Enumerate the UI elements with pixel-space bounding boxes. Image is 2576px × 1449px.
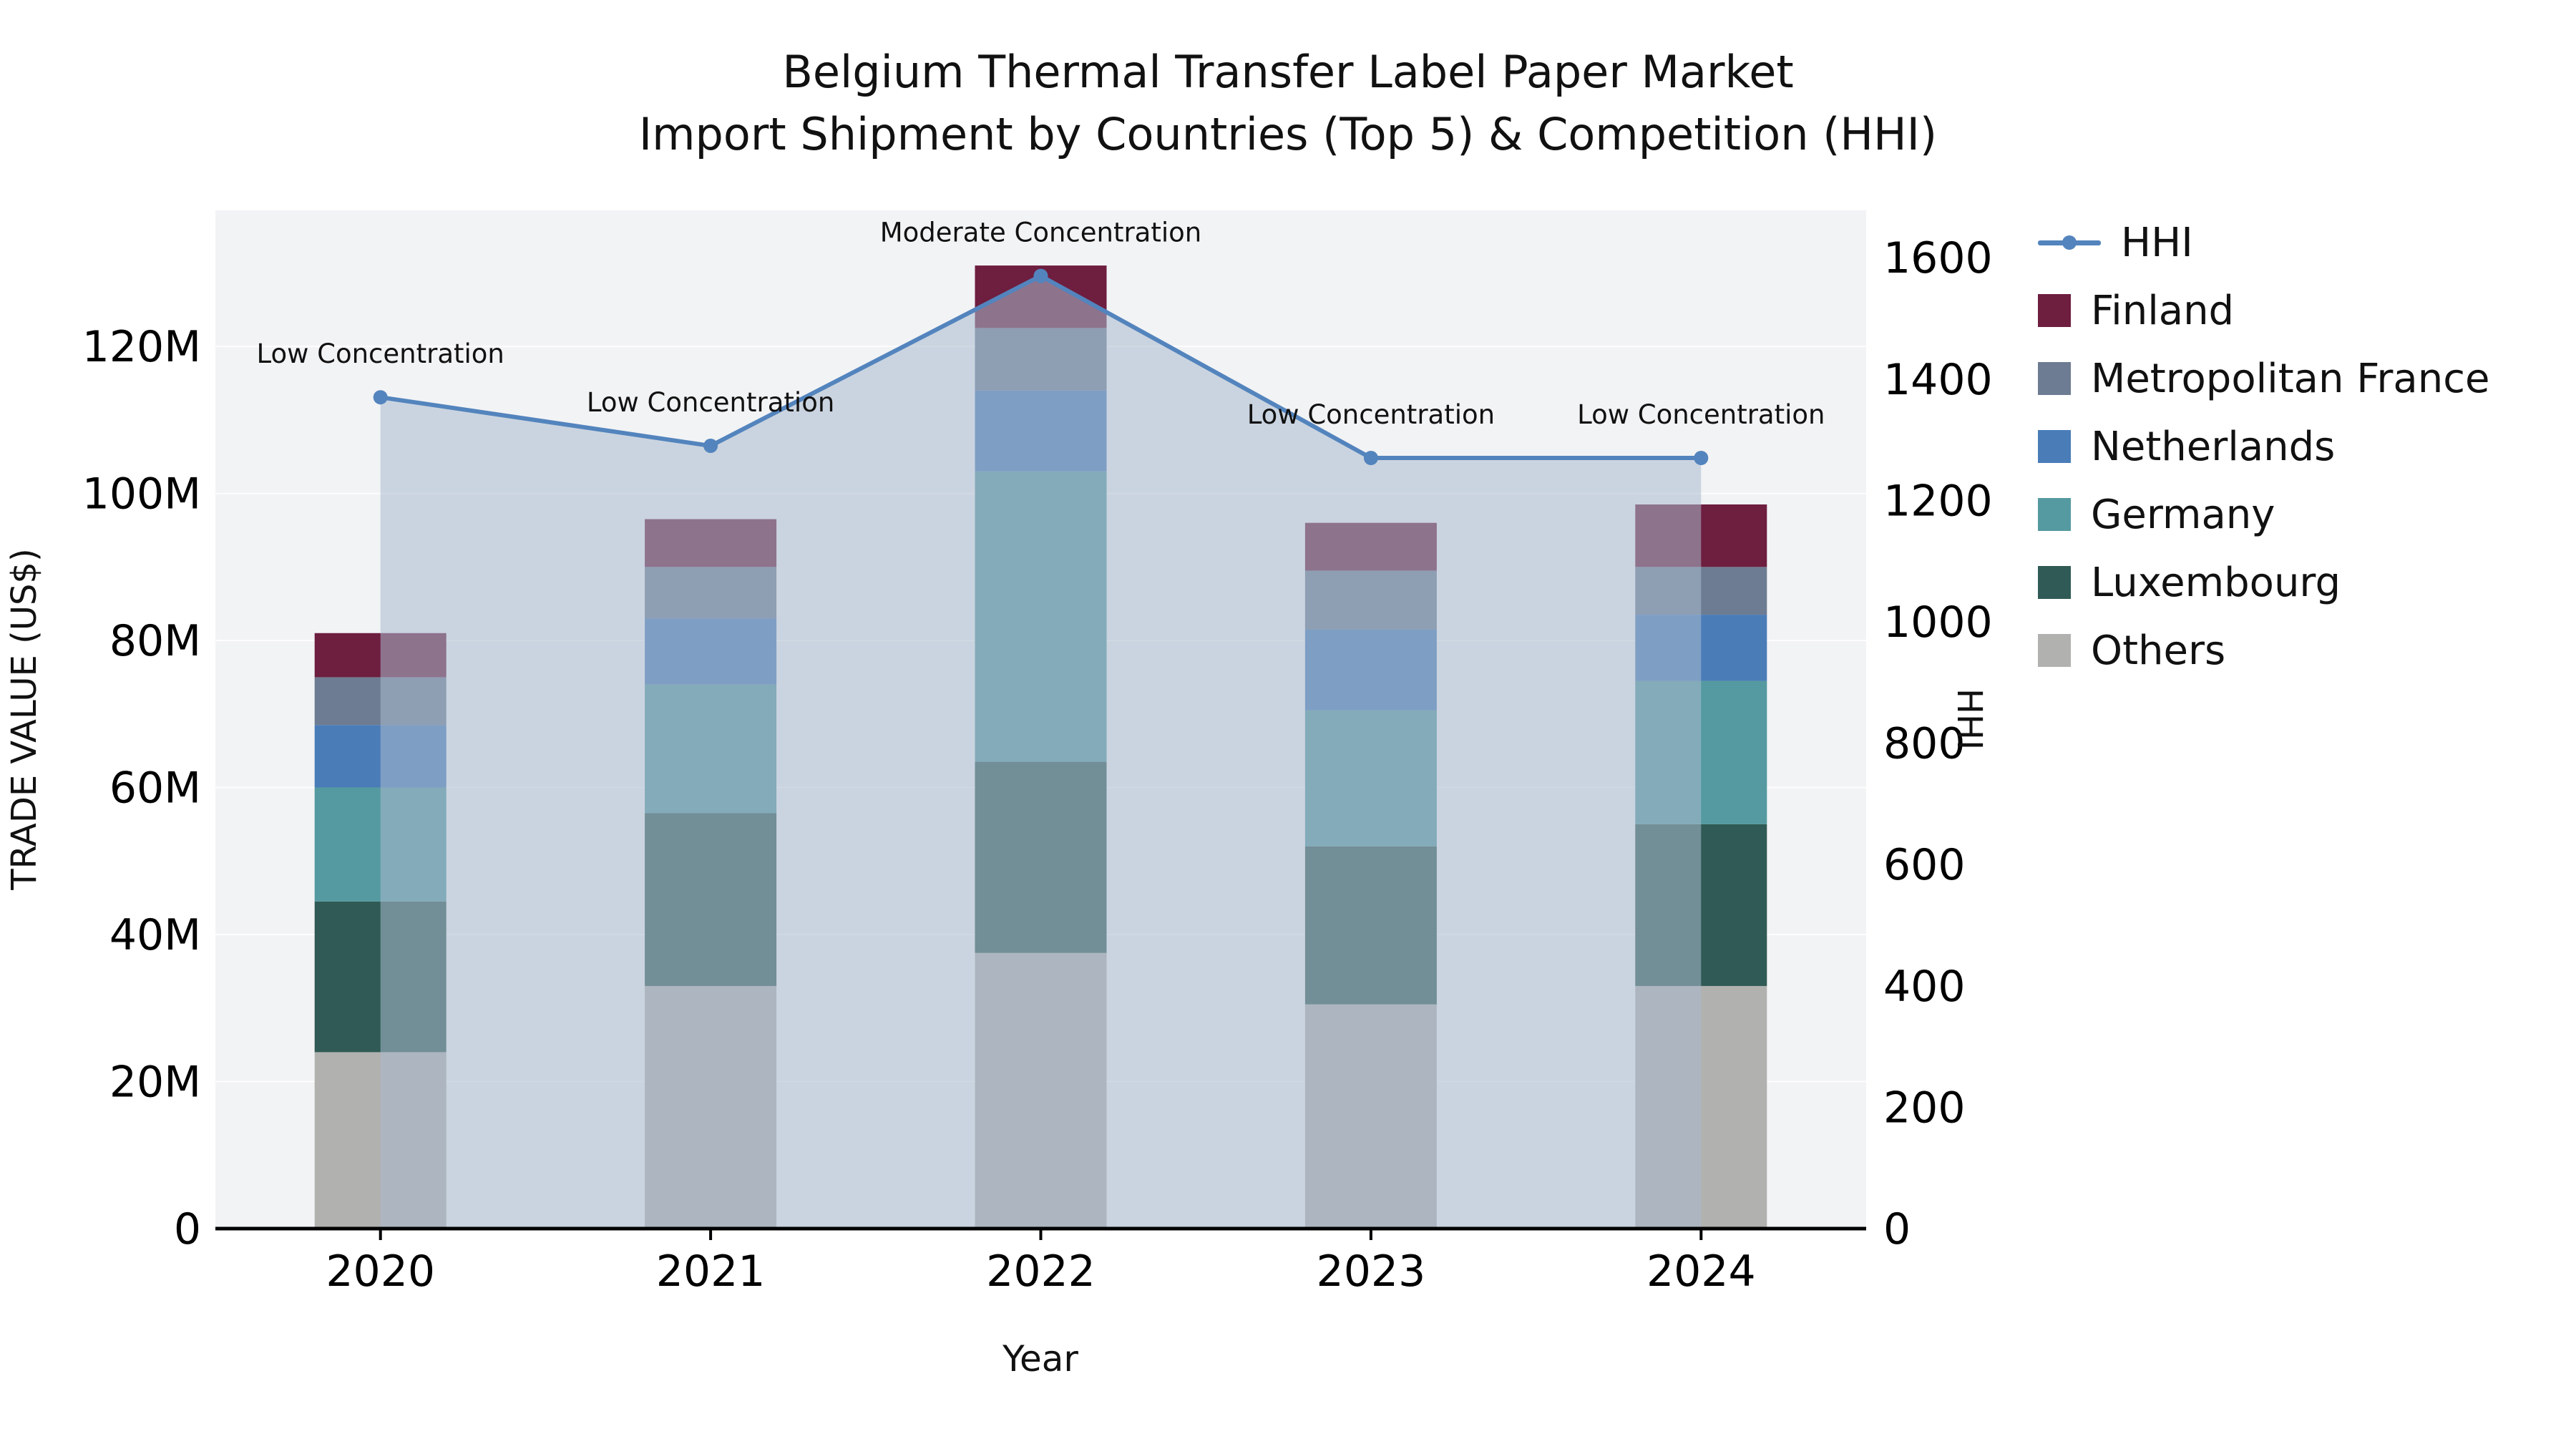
y-tick-label-right: 0 xyxy=(1883,1204,1911,1254)
hhi-annotation: Low Concentration xyxy=(1247,399,1495,430)
legend-label: Metropolitan France xyxy=(2091,355,2490,402)
y-tick-label-left: 0 xyxy=(174,1204,201,1254)
legend-item-metropolitan-france: Metropolitan France xyxy=(2038,355,2490,402)
y-tick-label-right: 1400 xyxy=(1883,355,1993,405)
legend-item-luxembourg: Luxembourg xyxy=(2038,559,2489,606)
hhi-area xyxy=(380,275,1702,1229)
legend-item-hhi: HHI xyxy=(2038,219,2489,266)
legend-item-netherlands: Netherlands xyxy=(2038,423,2489,470)
hhi-marker xyxy=(703,439,718,454)
legend-swatch xyxy=(2038,498,2071,531)
hhi-annotation: Low Concentration xyxy=(1577,399,1825,430)
legend-label: Luxembourg xyxy=(2091,559,2341,606)
y-tick-label-right: 800 xyxy=(1883,719,1966,769)
legend-swatch xyxy=(2038,362,2071,395)
y-tick-label-left: 60M xyxy=(109,763,201,814)
legend-line-dot xyxy=(2062,235,2077,250)
legend-item-finland: Finland xyxy=(2038,287,2489,334)
legend-label: Others xyxy=(2091,627,2226,674)
legend-item-germany: Germany xyxy=(2038,491,2489,538)
y-tick-label-right: 1000 xyxy=(1883,597,1993,648)
x-tick-label: 2020 xyxy=(326,1246,435,1297)
legend-line-marker xyxy=(2038,235,2101,250)
legend-swatch xyxy=(2038,566,2071,599)
y-tick-label-right: 1600 xyxy=(1883,233,1993,283)
chart-subtitle: Import Shipment by Countries (Top 5) & C… xyxy=(638,107,1938,160)
y-tick-label-left: 80M xyxy=(109,616,201,666)
hhi-annotation: Moderate Concentration xyxy=(880,218,1201,248)
y-tick-label-left: 20M xyxy=(109,1058,201,1108)
hhi-marker xyxy=(373,390,388,405)
y-tick-label-right: 400 xyxy=(1883,962,1966,1012)
y-tick-label-left: 120M xyxy=(82,322,201,372)
y-tick-label-right: 1200 xyxy=(1883,476,1993,526)
legend-swatch xyxy=(2038,634,2071,667)
y-axis-label-left: TRADE VALUE (US$) xyxy=(4,548,44,890)
legend-label: Germany xyxy=(2091,491,2275,538)
y-axis-label-right: HHI xyxy=(1949,688,1989,751)
chart-title: Belgium Thermal Transfer Label Paper Mar… xyxy=(782,46,1794,98)
hhi-annotation: Low Concentration xyxy=(257,338,504,369)
y-tick-label-right: 200 xyxy=(1883,1083,1966,1133)
legend-label: Netherlands xyxy=(2091,423,2336,470)
x-tick-label: 2022 xyxy=(986,1246,1096,1297)
hhi-marker xyxy=(1694,450,1709,465)
legend-label: HHI xyxy=(2121,219,2193,266)
chart-title-block: Belgium Thermal Transfer Label Paper Mar… xyxy=(0,42,2576,166)
legend-swatch xyxy=(2038,294,2071,327)
hhi-marker xyxy=(1363,450,1378,465)
hhi-annotation: Low Concentration xyxy=(587,387,834,418)
x-tick-label: 2021 xyxy=(656,1246,766,1297)
legend: HHI Finland Metropolitan France Netherlands… xyxy=(2038,219,2490,674)
y-tick-label-left: 40M xyxy=(109,910,201,960)
y-tick-label-right: 600 xyxy=(1883,840,1966,890)
y-tick-label-left: 100M xyxy=(82,469,201,519)
x-tick-label: 2023 xyxy=(1317,1246,1426,1297)
x-axis-label: Year xyxy=(1002,1338,1078,1380)
legend-item-others: Others xyxy=(2038,627,2489,674)
legend-label: Finland xyxy=(2091,287,2235,334)
x-tick-label: 2024 xyxy=(1646,1246,1756,1297)
hhi-marker xyxy=(1033,268,1048,283)
legend-swatch xyxy=(2038,430,2071,463)
